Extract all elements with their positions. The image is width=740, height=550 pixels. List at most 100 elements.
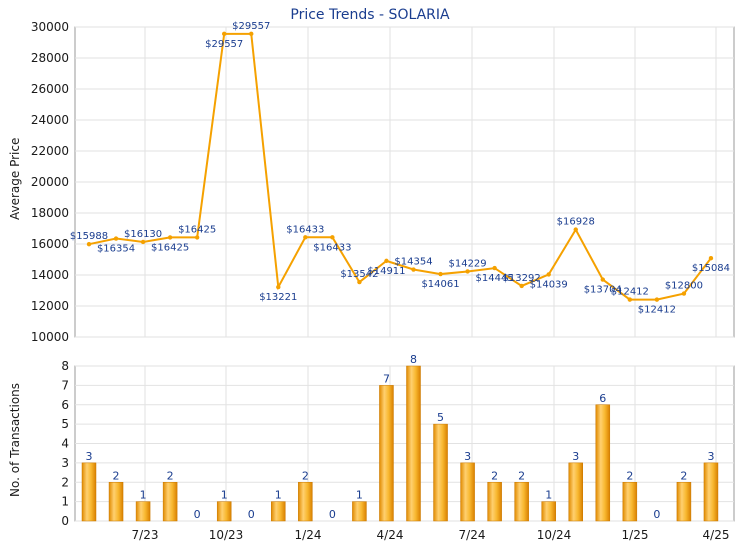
transaction-bar-label: 2 [680, 469, 687, 482]
transaction-bar-label: 1 [275, 489, 282, 502]
price-point-label: $16433 [286, 224, 324, 235]
transaction-bar [514, 482, 529, 522]
transaction-bar-label: 2 [518, 469, 525, 482]
transaction-bar [541, 501, 556, 522]
transaction-bar [433, 423, 448, 522]
transaction-bar [298, 482, 313, 522]
price-point [222, 31, 227, 37]
price-point-label: $16433 [313, 242, 351, 253]
price-point [167, 235, 173, 240]
transaction-bar-label: 8 [410, 353, 417, 366]
transactions-y-tick-label: 1 [61, 495, 69, 509]
x-tick-label: 4/25 [703, 528, 730, 542]
price-point-label: $16425 [178, 224, 216, 235]
price-point [492, 265, 497, 271]
x-tick-label: 1/24 [295, 528, 322, 542]
transaction-bar [108, 482, 124, 522]
transaction-bar [622, 482, 638, 522]
price-point [708, 255, 714, 261]
transaction-bar [216, 501, 232, 522]
price-point-label: $13292 [503, 273, 541, 284]
transaction-bar [676, 482, 692, 522]
price-y-tick-label: 20000 [31, 175, 69, 189]
price-point-label: $16354 [97, 244, 135, 255]
transaction-bar [352, 501, 367, 522]
price-y-tick-label: 12000 [31, 299, 69, 313]
price-point-label: $13704 [584, 285, 622, 296]
price-y-tick-label: 30000 [31, 20, 69, 34]
transaction-bar-label: 3 [572, 450, 579, 463]
transaction-bar [379, 385, 394, 522]
transactions-y-tick-label: 3 [61, 456, 69, 470]
price-point [194, 235, 200, 240]
price-y-tick-label: 10000 [31, 330, 69, 344]
transaction-bar [595, 404, 611, 522]
transaction-bar-label: 3 [86, 450, 93, 463]
price-y-tick-label: 14000 [31, 268, 69, 282]
transactions-y-tick-label: 0 [61, 514, 69, 528]
transaction-bar-label: 0 [194, 508, 201, 521]
price-point-label: $14911 [367, 266, 405, 277]
transaction-bar-label: 7 [383, 372, 390, 385]
price-point [86, 241, 92, 247]
price-point [249, 31, 254, 37]
price-point-label: $14039 [530, 279, 568, 290]
price-point-label: $14445 [476, 273, 514, 284]
price-point-label: $16425 [151, 242, 189, 253]
transactions-y-tick-label: 7 [61, 378, 69, 392]
transactions-y-tick-label: 2 [61, 475, 69, 489]
price-point [546, 272, 551, 277]
price-point [276, 284, 281, 290]
price-point-label: $14229 [448, 258, 486, 269]
price-point [303, 235, 308, 240]
price-y-tick-label: 22000 [31, 144, 69, 158]
transaction-bar [135, 501, 151, 522]
price-point [627, 297, 633, 302]
transaction-bar-label: 1 [545, 489, 552, 502]
transaction-bar-label: 2 [167, 469, 174, 482]
price-y-tick-label: 16000 [31, 237, 69, 251]
transaction-bar-label: 0 [248, 508, 255, 521]
transaction-bar-label: 2 [626, 469, 633, 482]
price-point-label: $13542 [340, 269, 378, 280]
transaction-bar-label: 5 [437, 411, 444, 424]
price-point-label: $29557 [232, 21, 270, 32]
x-tick-label: 1/25 [622, 528, 649, 542]
x-tick-label: 10/24 [537, 528, 572, 542]
price-point-label: $29557 [205, 39, 243, 50]
price-point-label: $15988 [70, 231, 108, 242]
transaction-bar [487, 482, 502, 522]
price-point-label: $12412 [638, 305, 676, 316]
price-y-tick-label: 26000 [31, 82, 69, 96]
transactions-y-tick-label: 4 [61, 437, 69, 451]
price-point [465, 269, 470, 274]
transactions-y-tick-label: 8 [61, 359, 69, 373]
transaction-bar [406, 365, 421, 522]
price-series-line [88, 32, 712, 301]
transaction-bar-label: 2 [113, 469, 120, 482]
x-tick-label: 4/24 [377, 528, 404, 542]
transaction-bar-label: 3 [464, 450, 471, 463]
price-point [573, 227, 578, 232]
transaction-bar-label: 0 [329, 508, 336, 521]
transaction-bar [703, 462, 719, 522]
price-point [384, 258, 389, 264]
transaction-bar [568, 462, 583, 522]
price-point-label: $16928 [557, 217, 595, 228]
transaction-bar-label: 3 [707, 450, 714, 463]
price-y-tick-label: 24000 [31, 113, 69, 127]
price-point [330, 235, 335, 240]
transaction-bar-label: 1 [356, 489, 363, 502]
price-point [113, 236, 119, 241]
price-point [681, 291, 687, 296]
price-y-tick-label: 18000 [31, 206, 69, 220]
price-point-label: $14354 [394, 257, 432, 268]
transaction-bar-label: 0 [653, 508, 660, 521]
price-point-label: $13221 [259, 292, 297, 303]
price-point [140, 239, 146, 245]
transactions-y-tick-label: 5 [61, 417, 69, 431]
transaction-bar [460, 462, 475, 522]
price-point [438, 271, 443, 277]
